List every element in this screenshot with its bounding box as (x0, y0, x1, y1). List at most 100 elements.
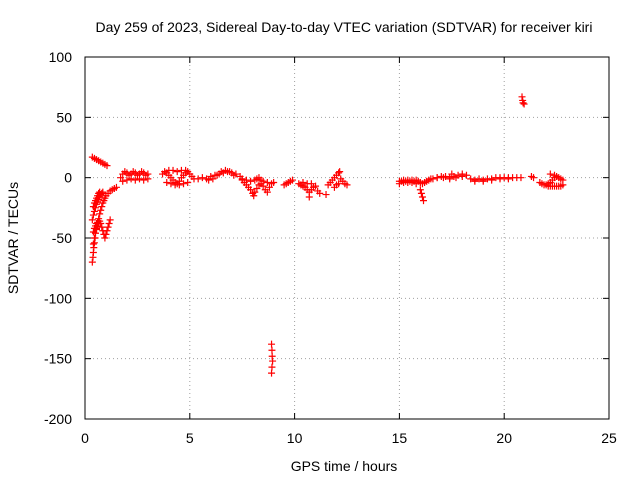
data-point (530, 174, 538, 182)
data-point (98, 223, 106, 231)
x-tick-label: 5 (186, 430, 194, 446)
data-point (119, 177, 127, 185)
data-point (268, 369, 276, 377)
data-point (184, 178, 192, 186)
data-point (475, 175, 483, 183)
data-point (173, 168, 181, 176)
data-point (452, 174, 460, 182)
x-axis-label: GPS time / hours (291, 458, 398, 474)
data-point (462, 171, 470, 179)
data-point (88, 258, 96, 266)
data-point (131, 176, 139, 184)
data-point (96, 210, 104, 218)
data-point (180, 180, 188, 188)
data-point (167, 180, 175, 188)
data-point (88, 216, 96, 224)
data-point (93, 220, 101, 228)
data-point (263, 178, 271, 186)
x-tick-labels: 0 5 10 15 20 25 (81, 430, 617, 446)
data-point (395, 180, 403, 188)
data-point (250, 192, 258, 200)
data-point (439, 174, 447, 182)
data-point (89, 240, 97, 248)
data-point (95, 189, 103, 197)
data-point (105, 220, 113, 228)
data-point (89, 228, 97, 236)
data-point (336, 168, 344, 176)
data-point (479, 177, 487, 185)
y-tick-label: 50 (56, 109, 72, 125)
y-axis-label: SDTVAR / TECUs (5, 182, 21, 294)
data-point (242, 176, 250, 184)
data-point (265, 183, 273, 191)
data-point (269, 357, 277, 365)
data-point (448, 170, 456, 178)
data-point (169, 166, 177, 174)
data-point (268, 363, 276, 371)
data-point (90, 234, 98, 242)
data-point (518, 93, 526, 101)
data-point (103, 227, 111, 235)
data-point (144, 175, 152, 183)
data-point (102, 230, 110, 238)
data-point (123, 176, 131, 184)
y-tick-label: -200 (44, 411, 72, 427)
data-point (106, 216, 114, 224)
data-point (247, 186, 255, 194)
data-point (89, 203, 97, 211)
data-point (140, 176, 148, 184)
data-point (163, 178, 171, 186)
data-point (446, 175, 454, 183)
data-point (101, 234, 109, 242)
y-tick-label: -150 (44, 351, 72, 367)
data-point (307, 180, 315, 188)
data-point (175, 181, 183, 189)
data-points (88, 93, 567, 377)
data-point (213, 171, 221, 179)
data-point (253, 185, 261, 193)
data-point (198, 174, 206, 182)
data-point (504, 175, 512, 183)
data-point (221, 166, 229, 174)
data-point (226, 168, 234, 176)
data-point (268, 340, 276, 348)
data-point (496, 175, 504, 183)
data-point (312, 182, 320, 190)
data-point (90, 207, 98, 215)
data-point (268, 346, 276, 354)
y-tick-label: -50 (52, 230, 72, 246)
chart-title: Day 259 of 2023, Sidereal Day-to-day VTE… (96, 19, 593, 35)
data-point (343, 181, 351, 189)
data-point (305, 193, 313, 201)
data-point (322, 191, 330, 199)
grid-lines (85, 57, 609, 419)
data-point (205, 176, 213, 184)
data-point (551, 171, 559, 179)
data-point (289, 176, 297, 184)
y-tick-label: 0 (64, 170, 72, 186)
data-point (418, 193, 426, 201)
data-point (97, 206, 105, 214)
data-point (520, 100, 528, 108)
data-point (559, 176, 567, 184)
y-tick-labels: 100 50 0 -50 -100 -150 -200 (44, 49, 72, 427)
data-point (95, 215, 103, 223)
data-point (519, 99, 527, 107)
data-point (408, 178, 416, 186)
data-point (209, 175, 217, 183)
data-point (127, 175, 135, 183)
data-point (257, 176, 265, 184)
y-tick-label: 100 (49, 49, 73, 65)
x-tick-label: 25 (601, 430, 617, 446)
data-point (335, 180, 343, 188)
x-tick-label: 20 (496, 430, 512, 446)
data-point (467, 175, 475, 183)
data-point (89, 211, 97, 219)
x-tick-label: 0 (81, 430, 89, 446)
x-tick-label: 15 (392, 430, 408, 446)
data-point (416, 186, 424, 194)
data-point (471, 177, 479, 185)
data-point (299, 178, 307, 186)
y-tick-label: -100 (44, 290, 72, 306)
